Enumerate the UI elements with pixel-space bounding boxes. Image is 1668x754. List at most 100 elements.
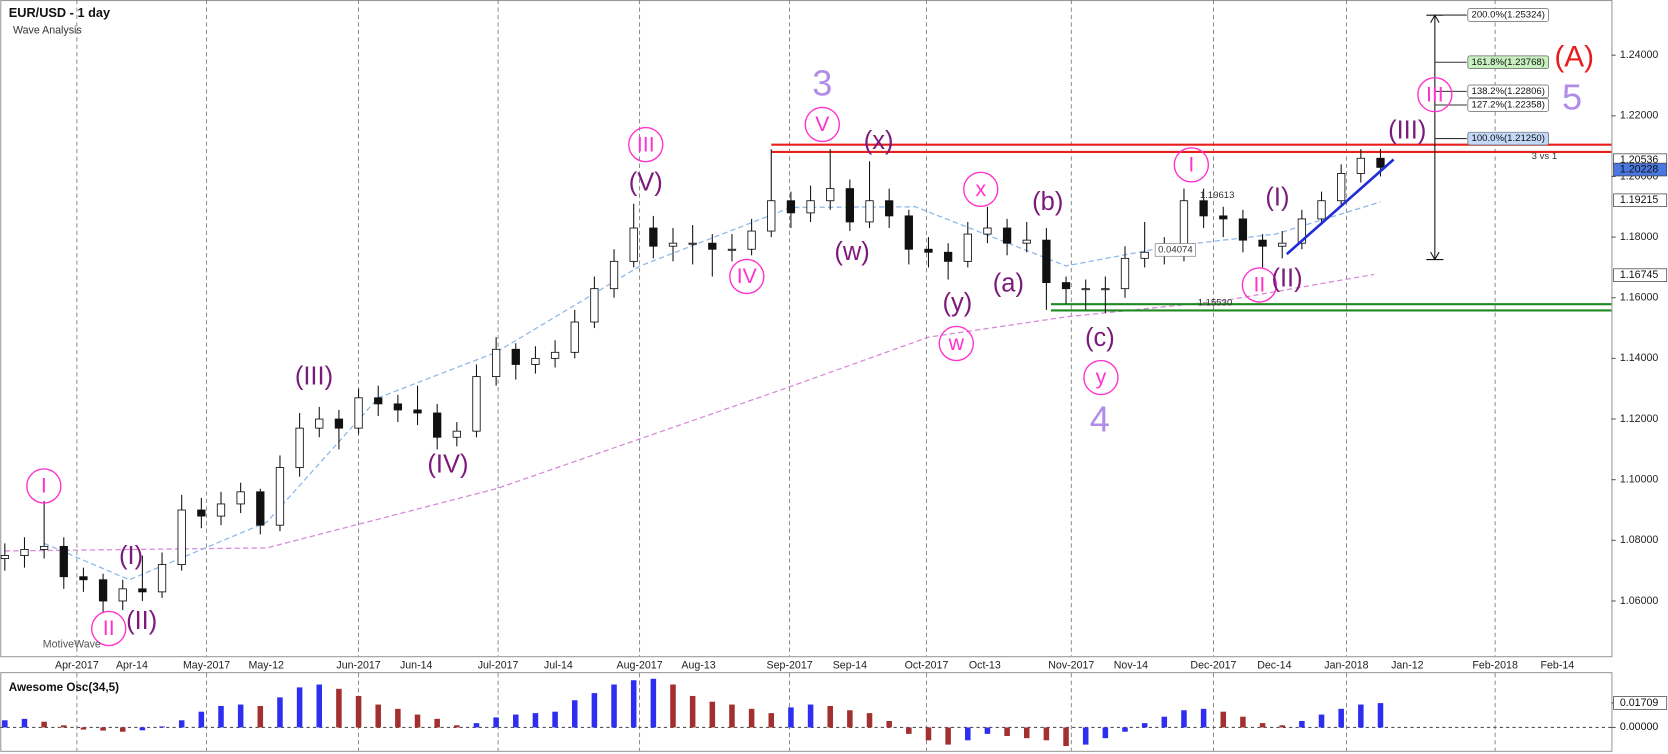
candle-body <box>708 242 717 250</box>
y-tick-label: 0.00000 <box>1620 721 1658 733</box>
candle-body <box>963 233 972 262</box>
wave-label: III <box>1426 82 1444 106</box>
wave-label: (A) <box>1554 40 1594 73</box>
x-tick-label: Jul-14 <box>544 660 573 672</box>
candle-body <box>413 409 422 414</box>
wave-circle <box>938 325 975 362</box>
candle-body <box>20 549 29 556</box>
oscillator-bar <box>827 705 833 728</box>
candle-body <box>0 555 9 559</box>
candle-body <box>1238 218 1248 241</box>
wave-circle <box>91 610 127 647</box>
candle-body <box>138 588 147 593</box>
candle-body <box>629 227 638 262</box>
note: 3 vs 1 <box>1532 151 1558 162</box>
oscillator-bar <box>1063 727 1069 747</box>
candle-body <box>39 545 49 550</box>
oscillator-bar <box>709 701 716 728</box>
trend-line <box>1285 158 1395 256</box>
price-tag <box>1613 268 1668 282</box>
candle-body <box>609 260 619 290</box>
oscillator-bar <box>375 704 381 728</box>
oscillator-bar <box>139 727 146 731</box>
candle-body <box>865 200 874 223</box>
candle-body <box>924 248 933 253</box>
candle-body <box>904 215 913 250</box>
oscillator-bar <box>1141 723 1148 728</box>
candle-body <box>1376 157 1385 168</box>
candle-body <box>845 188 855 223</box>
candle-body <box>1022 239 1031 244</box>
wave-label: IV <box>737 264 758 288</box>
wave-label: 5 <box>1562 77 1582 118</box>
x-tick-label: Aug-2017 <box>617 660 663 672</box>
oscillator-bar <box>591 693 598 728</box>
wave-circle <box>804 106 841 143</box>
oscillator-bar <box>1358 704 1364 728</box>
oscillator-bar <box>965 727 971 741</box>
x-tick-label: Aug-13 <box>681 660 715 672</box>
candle-body <box>59 545 68 578</box>
candle-body <box>1356 157 1365 174</box>
oscillator-bar <box>1338 708 1344 728</box>
candle-body <box>688 242 697 245</box>
oscillator-bar <box>1299 720 1305 728</box>
candle-body <box>1140 251 1149 259</box>
wave-label: (a) <box>993 270 1024 298</box>
x-tick-label: Nov-2017 <box>1048 660 1094 672</box>
oscillator-bar <box>729 704 735 728</box>
x-tick-label: Dec-14 <box>1257 660 1291 672</box>
candle-body <box>1258 239 1267 247</box>
oscillator-bar <box>434 718 440 728</box>
wave-label: w <box>948 331 965 355</box>
wave-label: y <box>1096 365 1107 389</box>
oscillator-bar <box>1023 727 1030 739</box>
x-tick-label: Apr-14 <box>116 660 148 672</box>
watermark: MotiveWave <box>43 638 101 650</box>
candle-body <box>236 491 245 505</box>
oscillator-bar <box>178 720 185 728</box>
candle-body <box>767 200 776 232</box>
oscillator-bar <box>41 721 47 728</box>
oscillator-bar <box>847 710 853 728</box>
y-tick-label: 1.14000 <box>1620 352 1658 364</box>
fib-label: 161.8%(1.23768) <box>1472 57 1545 68</box>
candle-body <box>1297 218 1307 244</box>
oscillator-bar <box>1082 727 1089 745</box>
wave-label: (c) <box>1085 324 1115 352</box>
oscillator-bar <box>532 713 539 728</box>
note: 1.15530 <box>1198 298 1233 309</box>
candle-body <box>1219 215 1228 220</box>
candle-body <box>452 430 461 438</box>
wave-label: I <box>1188 153 1194 177</box>
x-tick-label: Nov-14 <box>1114 660 1148 672</box>
wave-label: (III) <box>295 362 333 390</box>
y-tick-label: 0.01709 <box>1620 697 1658 709</box>
candle-body <box>826 188 835 202</box>
candle-body <box>550 351 560 359</box>
wave-circle <box>1173 147 1210 183</box>
oscillator-bar <box>119 727 126 732</box>
wave-circle <box>1417 76 1453 113</box>
wave-label: II <box>1253 273 1265 297</box>
oscillator-bar <box>414 714 421 728</box>
oscillator-bar <box>571 700 578 728</box>
wave-label: (II) <box>1271 264 1302 292</box>
oscillator-bar <box>395 708 401 728</box>
candle-body <box>1278 242 1287 247</box>
oscillator-bar <box>80 727 87 730</box>
candle-body <box>590 288 599 323</box>
oscillator-bar <box>768 713 775 728</box>
candle-body <box>197 509 206 517</box>
oscillator-bar <box>336 688 342 728</box>
candle-body <box>491 348 501 378</box>
candle-body <box>472 376 481 432</box>
candle-body <box>786 200 796 214</box>
wave-label: (V) <box>629 169 663 197</box>
y-tick-label: 1.16000 <box>1620 292 1658 304</box>
oscillator-bar <box>100 727 106 731</box>
y-tick-label: 1.10000 <box>1620 474 1658 486</box>
oscillator-bar <box>1240 716 1246 728</box>
